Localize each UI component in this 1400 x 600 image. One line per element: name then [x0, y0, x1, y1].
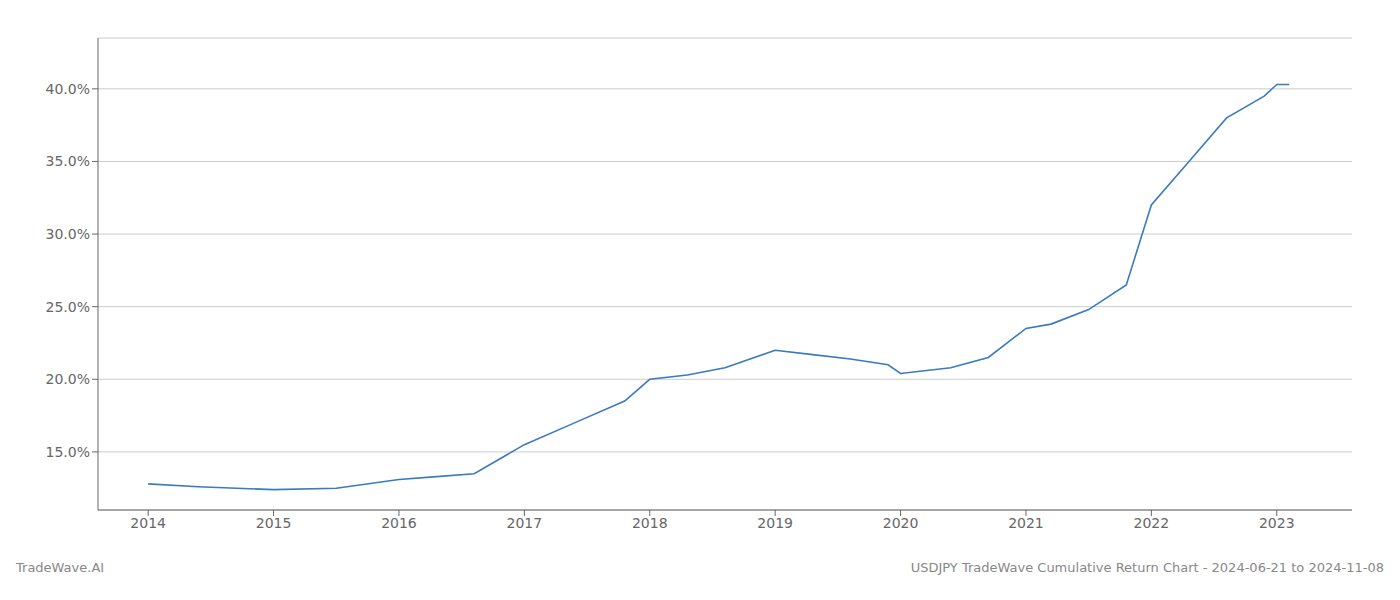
svg-text:2016: 2016 — [381, 515, 417, 531]
svg-text:25.0%: 25.0% — [46, 299, 90, 315]
html-text:USDJPY TradeWave Cumulative Re: USDJPY TradeWave Cumulative Return Chart… — [910, 560, 1384, 575]
svg-text:2023: 2023 — [1259, 515, 1295, 531]
svg-text:2015: 2015 — [256, 515, 292, 531]
svg-text:35.0%: 35.0% — [46, 153, 90, 169]
svg-text:2021: 2021 — [1008, 515, 1044, 531]
svg-text:2018: 2018 — [632, 515, 668, 531]
svg-text:2020: 2020 — [883, 515, 919, 531]
svg-text:30.0%: 30.0% — [46, 226, 90, 242]
html-text:TradeWave.AI: TradeWave.AI — [16, 560, 105, 575]
svg-text:2017: 2017 — [507, 515, 543, 531]
svg-text:2019: 2019 — [757, 515, 793, 531]
svg-text:15.0%: 15.0% — [46, 444, 90, 460]
svg-text:40.0%: 40.0% — [46, 81, 90, 97]
svg-text:2014: 2014 — [130, 515, 166, 531]
svg-text:20.0%: 20.0% — [46, 371, 90, 387]
svg-text:2022: 2022 — [1134, 515, 1170, 531]
